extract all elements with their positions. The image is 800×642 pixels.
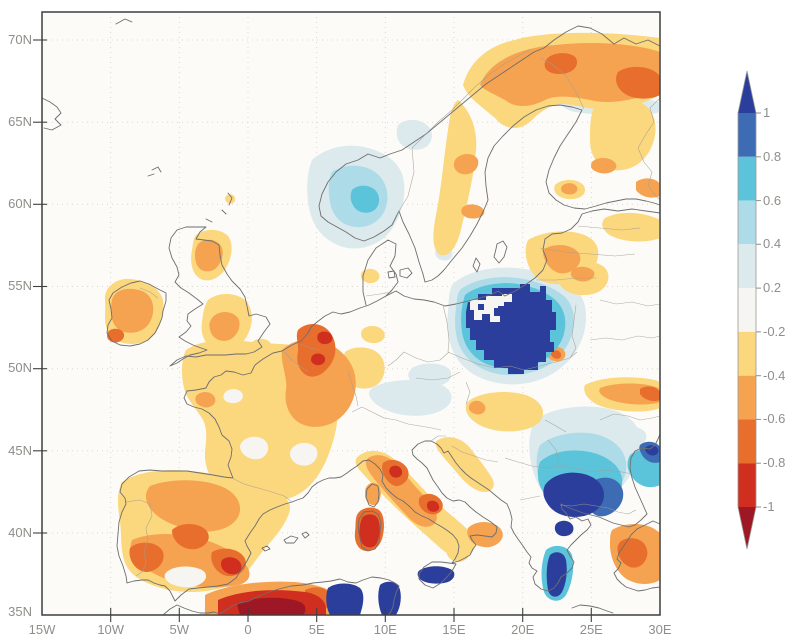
blob-hungary bbox=[465, 392, 544, 432]
colorbar: 1 0.8 0.6 0.4 0.2 -0.2 -0.4 -0.6 -0.8 -1 bbox=[737, 70, 785, 550]
colorbar-arrow-bottom bbox=[738, 507, 756, 549]
blob-tunisia-1 bbox=[326, 583, 364, 615]
colorbar-tick-label: 0.6 bbox=[763, 193, 781, 208]
blob-corsica bbox=[365, 482, 381, 506]
lat-tick-label: 55N bbox=[8, 278, 32, 293]
coastlines bbox=[41, 18, 661, 616]
coast-ibiza bbox=[261, 545, 271, 552]
lon-tick-label: 25E bbox=[580, 622, 603, 637]
coast-baltic-westeurope bbox=[116, 208, 661, 602]
coast-oland bbox=[472, 257, 481, 273]
coast-sicily bbox=[418, 561, 457, 589]
lat-tick-label: 60N bbox=[8, 196, 32, 211]
poland-white-hole bbox=[470, 294, 512, 322]
country-borders bbox=[125, 49, 661, 577]
latitude-axis: 70N 65N 60N 55N 50N 45N 40N 35N bbox=[8, 32, 47, 619]
anomaly-extreme-negative bbox=[237, 597, 306, 615]
coast-britain bbox=[168, 226, 271, 367]
colorbar-tick-label: -0.4 bbox=[763, 368, 785, 383]
colorbar-arrow-top bbox=[738, 71, 756, 113]
colorbar-tick-label: -0.6 bbox=[763, 411, 785, 426]
lon-tick-label: 10E bbox=[374, 622, 397, 637]
coast-fyn bbox=[387, 270, 396, 279]
lat-tick-label: 50N bbox=[8, 360, 32, 375]
coast-zealand bbox=[399, 267, 413, 279]
lat-tick-label: 35N bbox=[8, 604, 32, 619]
coast-corsica bbox=[365, 483, 380, 508]
lat-tick-label: 70N bbox=[8, 32, 32, 47]
coast-turkey-south bbox=[613, 520, 661, 592]
coast-crete bbox=[571, 604, 614, 614]
coast-jan-mayen bbox=[115, 18, 133, 25]
lon-tick-label: 5E bbox=[309, 622, 325, 637]
colorbar-tick-label: 0.4 bbox=[763, 236, 781, 251]
neutral-patches bbox=[164, 294, 512, 588]
coast-sardinia bbox=[357, 510, 382, 552]
coast-scandinavia-arctic bbox=[318, 25, 661, 283]
coast-menorca bbox=[301, 531, 310, 539]
lat-tick-label: 45N bbox=[8, 443, 32, 458]
blob-kola-core bbox=[616, 66, 660, 99]
colorbar-tick-label: -1 bbox=[763, 499, 775, 514]
lon-tick-label: 5W bbox=[170, 622, 190, 637]
blob-algeria-core bbox=[237, 597, 306, 615]
lon-tick-label: 10W bbox=[97, 622, 124, 637]
lat-tick-label: 40N bbox=[8, 525, 32, 540]
blob-greece-streak bbox=[546, 552, 567, 597]
lon-tick-label: 0 bbox=[244, 622, 251, 637]
coast-shetland bbox=[205, 192, 233, 223]
colorbar-tick-label: -0.8 bbox=[763, 455, 785, 470]
colorbar-tick-label: 1 bbox=[763, 105, 770, 120]
coast-faroe bbox=[147, 166, 162, 177]
coast-mallorca bbox=[283, 535, 299, 544]
blob-balkans-core bbox=[543, 472, 604, 517]
coast-north-africa bbox=[162, 576, 400, 616]
colorbar-tick-label: 0.8 bbox=[763, 149, 781, 164]
blob-tunisia-2 bbox=[378, 581, 401, 615]
blob-lapland-core bbox=[480, 42, 660, 106]
colorbar-tick-label: 0.2 bbox=[763, 280, 781, 295]
coast-gotland bbox=[493, 240, 508, 264]
lon-tick-label: 15W bbox=[29, 622, 56, 637]
coast-iceland bbox=[41, 97, 62, 131]
lat-tick-label: 65N bbox=[8, 114, 32, 129]
lon-tick-label: 15E bbox=[442, 622, 465, 637]
blob-croatia-coast bbox=[435, 437, 494, 492]
coast-black-sea bbox=[629, 433, 661, 515]
colorbar-ticks bbox=[756, 112, 761, 508]
longitude-axis: 15W 10W 5W 0 5E 10E 15E 20E 25E 30E bbox=[29, 608, 672, 637]
anomaly-field bbox=[104, 32, 660, 615]
blob-bavaria bbox=[368, 380, 452, 416]
lon-tick-label: 30E bbox=[648, 622, 671, 637]
coast-ireland bbox=[106, 280, 167, 347]
coast-jutland bbox=[362, 239, 399, 306]
map-frame-outline bbox=[41, 11, 661, 616]
blob-sardinia-core bbox=[359, 514, 380, 548]
blob-sweden-strip bbox=[433, 100, 477, 256]
lon-tick-label: 20E bbox=[511, 622, 534, 637]
colorbar-tick-label: -0.2 bbox=[763, 324, 785, 339]
